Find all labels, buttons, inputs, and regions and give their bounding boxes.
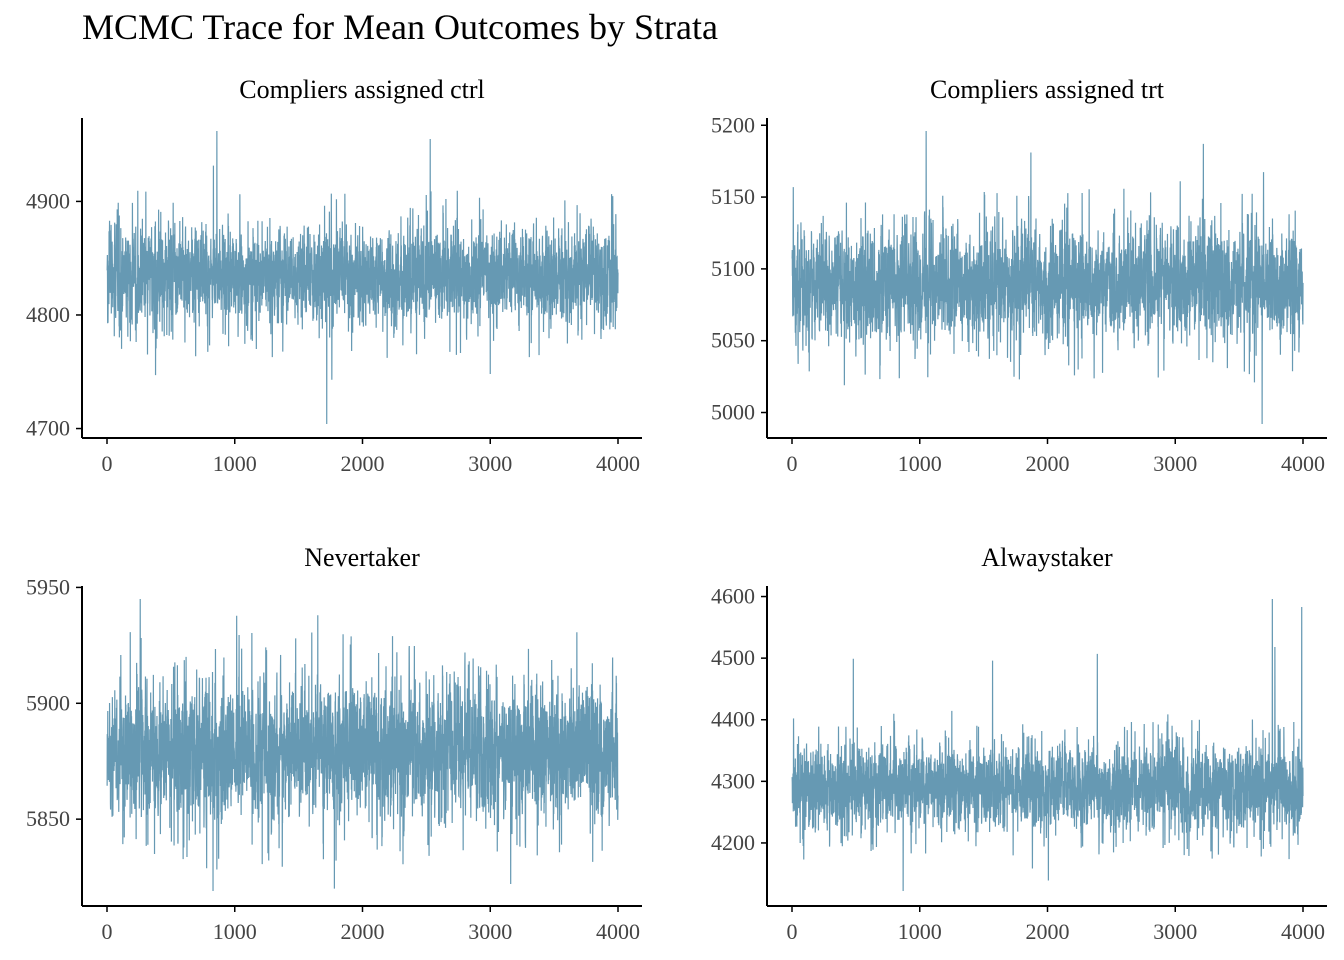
- trace-line: [106, 598, 619, 892]
- y-tick-label: 5000: [711, 400, 755, 425]
- panel-title-compliers-trt: Compliers assigned trt: [930, 75, 1164, 104]
- x-tick-label: 3000: [1153, 451, 1197, 476]
- panel-title-compliers-ctrl: Compliers assigned ctrl: [239, 75, 485, 104]
- x-tick-label: 0: [102, 919, 113, 944]
- x-tick-label: 2000: [1026, 919, 1070, 944]
- panel-compliers-ctrl: 4700 4800 4900 0 1000 2000 3000 4000: [26, 118, 642, 476]
- y-tick-label: 4300: [711, 768, 755, 793]
- panel-alwaystaker: 4200 4300 4400 4500 4600 0 1000 2000 3000 4000: [711, 584, 1327, 944]
- x-tick-label: 2000: [341, 919, 385, 944]
- panel-compliers-trt: 5000 5050 5100 5150 5200 0 1000 2000 3000 4000: [711, 112, 1327, 476]
- x-tick-label: 1000: [898, 919, 942, 944]
- y-tick-label: 5150: [711, 184, 755, 209]
- y-tick-label: 5050: [711, 328, 755, 353]
- x-tick-label: 1000: [213, 919, 257, 944]
- x-tick-label: 0: [787, 451, 798, 476]
- y-tick-label: 4700: [26, 416, 70, 441]
- x-tick-label: 3000: [1153, 919, 1197, 944]
- x-tick-label: 4000: [596, 919, 640, 944]
- y-tick-label: 4800: [26, 302, 70, 327]
- trace-line: [791, 130, 1304, 425]
- y-tick-label: 5850: [26, 806, 70, 831]
- panel-title-nevertaker: Nevertaker: [304, 543, 420, 572]
- y-tick-label: 5950: [26, 574, 70, 599]
- panel-nevertaker: 5850 5900 5950 0 1000 2000 3000 4000: [26, 574, 642, 944]
- y-tick-label: 5900: [26, 690, 70, 715]
- y-tick-label: 5200: [711, 112, 755, 137]
- panel-title-alwaystaker: Alwaystaker: [981, 543, 1113, 572]
- x-tick-label: 4000: [1281, 919, 1325, 944]
- trace-line: [106, 130, 619, 425]
- x-tick-label: 1000: [213, 451, 257, 476]
- x-tick-label: 2000: [341, 451, 385, 476]
- y-tick-label: 4200: [711, 830, 755, 855]
- y-tick-label: 4900: [26, 188, 70, 213]
- y-tick-label: 4500: [711, 645, 755, 670]
- x-tick-label: 2000: [1026, 451, 1070, 476]
- x-tick-label: 0: [787, 919, 798, 944]
- y-tick-label: 4400: [711, 707, 755, 732]
- x-tick-label: 3000: [468, 451, 512, 476]
- x-tick-label: 0: [102, 451, 113, 476]
- y-tick-label: 5100: [711, 256, 755, 281]
- x-tick-label: 4000: [596, 451, 640, 476]
- x-tick-label: 3000: [468, 919, 512, 944]
- trace-line: [791, 598, 1304, 892]
- x-tick-label: 1000: [898, 451, 942, 476]
- chart-title: MCMC Trace for Mean Outcomes by Strata: [82, 7, 718, 47]
- y-tick-label: 4600: [711, 584, 755, 609]
- x-tick-label: 4000: [1281, 451, 1325, 476]
